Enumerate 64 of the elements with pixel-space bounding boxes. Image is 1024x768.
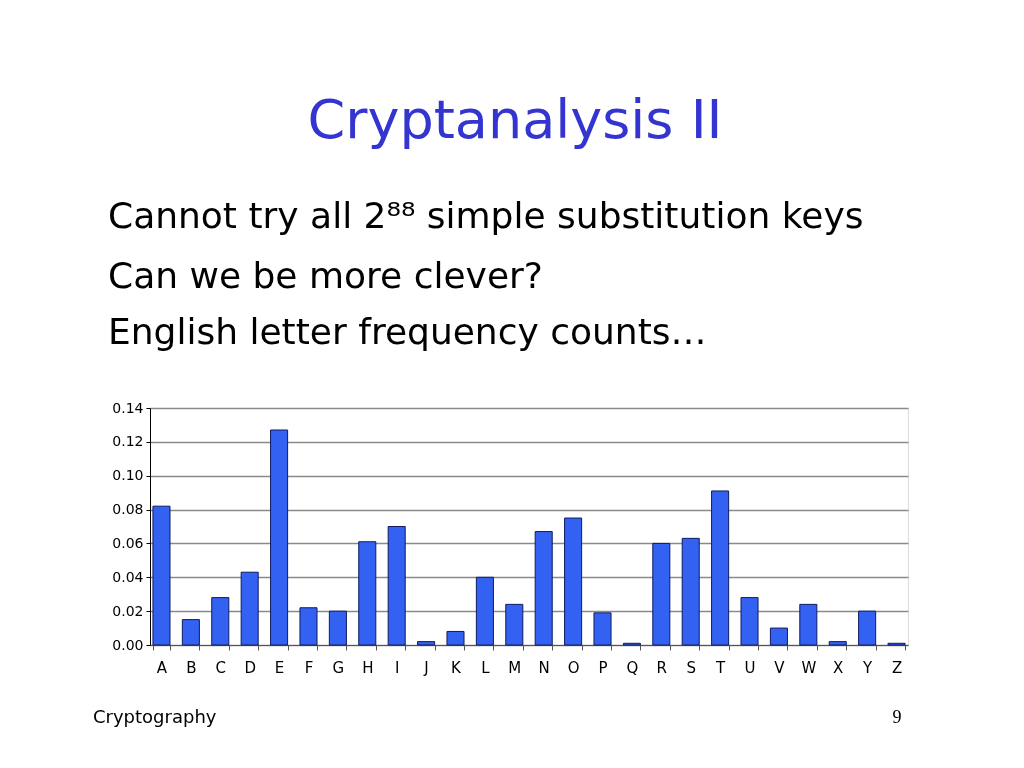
x-tick-label: J bbox=[423, 658, 429, 677]
bar bbox=[417, 641, 436, 646]
x-tick-label: E bbox=[274, 658, 285, 677]
y-tick-label: 0.00 bbox=[112, 636, 144, 653]
x-tick-label: V bbox=[774, 658, 786, 677]
bar bbox=[799, 603, 818, 646]
text: English letter frequency counts… bbox=[108, 311, 707, 352]
x-tick-label: I bbox=[394, 658, 400, 677]
text: 9 bbox=[892, 707, 902, 727]
bar bbox=[593, 612, 612, 646]
bar bbox=[681, 537, 700, 646]
bar bbox=[328, 610, 347, 646]
bar bbox=[358, 541, 377, 646]
x-tick-label: N bbox=[538, 658, 550, 677]
x-tick-label: M bbox=[508, 658, 522, 677]
bar bbox=[387, 526, 406, 646]
bar bbox=[740, 597, 759, 646]
x-tick-label: Q bbox=[626, 658, 639, 677]
x-tick-label: W bbox=[801, 658, 817, 677]
x-tick-label: P bbox=[598, 658, 608, 677]
bar bbox=[828, 641, 847, 646]
bar bbox=[152, 505, 171, 646]
x-tick-label: Z bbox=[891, 658, 903, 677]
text: Cryptography bbox=[93, 706, 217, 727]
x-tick-label: R bbox=[656, 658, 668, 677]
x-tick-label: K bbox=[451, 658, 463, 677]
chart-title: Cryptanalysis II bbox=[307, 88, 723, 151]
y-tick-label: 0.04 bbox=[112, 568, 144, 585]
x-tick-label: D bbox=[244, 658, 256, 677]
bar bbox=[446, 630, 465, 646]
x-tick-label: F bbox=[304, 658, 314, 677]
bar bbox=[711, 490, 730, 646]
x-tick-label: S bbox=[686, 658, 696, 677]
bar bbox=[769, 627, 788, 646]
y-tick-label: 0.12 bbox=[112, 433, 144, 450]
y-tick-label: 0.08 bbox=[112, 501, 144, 518]
y-tick-label: 0.14 bbox=[112, 399, 144, 416]
x-tick-label: L bbox=[481, 658, 491, 677]
x-tick-label: B bbox=[186, 658, 197, 677]
bar bbox=[211, 597, 230, 646]
bar bbox=[240, 571, 259, 646]
x-tick-label: T bbox=[715, 658, 727, 677]
x-tick-label: X bbox=[833, 658, 844, 677]
text: Cannot try all 2⁸⁸ simple substitution keys bbox=[108, 195, 864, 236]
x-tick-label: U bbox=[744, 658, 756, 677]
x-tick-label: C bbox=[215, 658, 227, 677]
x-tick-label: H bbox=[362, 658, 374, 677]
x-tick-label: O bbox=[567, 658, 580, 677]
bar bbox=[299, 607, 318, 646]
y-tick-label: 0.06 bbox=[112, 534, 144, 551]
x-tick-label: G bbox=[332, 658, 345, 677]
bar bbox=[564, 517, 583, 646]
bar bbox=[858, 610, 877, 646]
bar bbox=[270, 429, 289, 646]
y-tick-label: 0.10 bbox=[112, 467, 144, 484]
bar bbox=[505, 603, 524, 646]
y-tick-label: 0.02 bbox=[112, 602, 144, 619]
x-tick-label: A bbox=[156, 658, 168, 677]
text: Can we be more clever? bbox=[108, 255, 543, 296]
bar bbox=[652, 542, 671, 646]
bar bbox=[475, 576, 494, 646]
x-tick-label: Y bbox=[862, 658, 874, 677]
bar bbox=[534, 531, 553, 646]
bar bbox=[181, 619, 200, 646]
